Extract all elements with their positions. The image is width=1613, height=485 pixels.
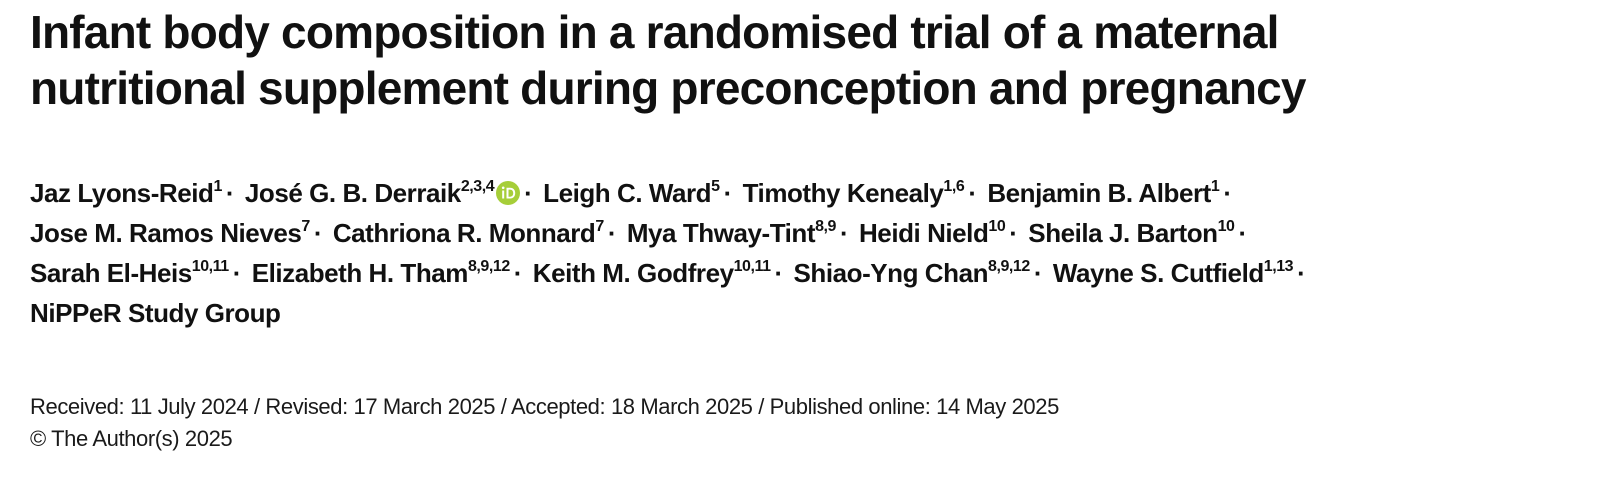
author-affiliation: 8,9,12 <box>988 258 1030 275</box>
author-affiliation: 1 <box>1210 178 1220 195</box>
author-affiliation: 7 <box>595 218 604 235</box>
author-name: Jose M. Ramos Nieves <box>30 218 302 248</box>
author-separator: · <box>839 218 849 248</box>
author: NiPPeR Study Group <box>30 298 281 328</box>
author-affiliation: 8,9 <box>815 218 836 235</box>
author-affiliation: 10,11 <box>191 258 229 275</box>
article-title-line-1: Infant body composition in a randomised … <box>30 6 1279 58</box>
author: Sheila J. Barton10 <box>1028 218 1235 248</box>
author-separator: · <box>774 258 784 288</box>
article-title-line-2: nutritional supplement during preconcept… <box>30 62 1307 114</box>
author-separator: · <box>1223 178 1232 208</box>
author-name: Elizabeth H. Tham <box>251 258 469 288</box>
author-separator: · <box>225 178 235 208</box>
author: Cathriona R. Monnard7 <box>333 218 604 248</box>
article-title: Infant body composition in a randomised … <box>30 4 1530 116</box>
author-separator: · <box>723 178 733 208</box>
author: Sarah El-Heis10,11 <box>30 258 229 288</box>
author-affiliation: 7 <box>301 218 310 235</box>
author-list: Jaz Lyons-Reid1 · José G. B. Derraik2,3,4… <box>30 173 1590 333</box>
author-name: Sheila J. Barton <box>1028 218 1218 248</box>
author-separator: · <box>313 218 323 248</box>
author-affiliation: 2,3,4 <box>460 178 495 195</box>
author: Wayne S. Cutfield1,13 <box>1052 258 1294 288</box>
article-metadata: Received: 11 July 2024 / Revised: 17 Mar… <box>30 391 1059 455</box>
author-separator: · <box>232 258 242 288</box>
author-separator: · <box>513 258 523 288</box>
author: Heidi Nield10 <box>858 218 1006 248</box>
author: Leigh C. Ward5 <box>543 178 720 208</box>
author-name: Jaz Lyons-Reid <box>30 178 214 208</box>
author-affiliation: 1,6 <box>943 178 965 195</box>
author: José G. B. Derraik2,3,4 <box>244 178 521 208</box>
author-separator: · <box>1009 218 1018 248</box>
author-affiliation: 10 <box>1217 218 1235 235</box>
author-affiliation: 10 <box>988 218 1006 235</box>
author-separator: · <box>1238 218 1248 248</box>
author-name: Leigh C. Ward <box>543 178 712 208</box>
author-affiliation: 5 <box>711 178 720 195</box>
author-separator: · <box>1297 258 1306 288</box>
author-affiliation: 10,11 <box>733 258 771 275</box>
author-name: Cathriona R. Monnard <box>332 218 596 248</box>
author: Mya Thway-Tint8,9 <box>626 218 837 248</box>
author: Elizabeth H. Tham8,9,12 <box>251 258 511 288</box>
author: Jaz Lyons-Reid1 <box>30 178 222 208</box>
publication-dates: Received: 11 July 2024 / Revised: 17 Mar… <box>30 394 1059 419</box>
author-name: Timothy Kenealy <box>742 178 944 208</box>
author-name: Sarah El-Heis <box>30 258 192 288</box>
author-separator: · <box>607 218 617 248</box>
orcid-icon[interactable] <box>496 181 521 205</box>
author: Shiao-Yng Chan8,9,12 <box>793 258 1031 288</box>
author-separator: · <box>1033 258 1043 288</box>
author: Jose M. Ramos Nieves7 <box>30 218 310 248</box>
author: Benjamin B. Albert1 <box>987 178 1219 208</box>
author-affiliation: 1 <box>213 178 222 195</box>
author-separator: · <box>968 178 977 208</box>
copyright-notice: © The Author(s) 2025 <box>30 426 233 451</box>
author-name: Shiao-Yng Chan <box>793 258 989 288</box>
author-name: NiPPeR Study Group <box>30 298 281 328</box>
author: Keith M. Godfrey10,11 <box>533 258 771 288</box>
author-affiliation: 1,13 <box>1263 258 1294 275</box>
author: Timothy Kenealy1,6 <box>743 178 965 208</box>
author-name: Heidi Nield <box>858 218 989 248</box>
author-name: Mya Thway-Tint <box>626 218 816 248</box>
author-name: Wayne S. Cutfield <box>1052 258 1264 288</box>
author-affiliation: 8,9,12 <box>467 258 510 275</box>
author-name: José G. B. Derraik <box>244 178 461 208</box>
author-name: Benjamin B. Albert <box>987 178 1211 208</box>
author-name: Keith M. Godfrey <box>532 258 734 288</box>
author-separator: · <box>524 178 533 208</box>
